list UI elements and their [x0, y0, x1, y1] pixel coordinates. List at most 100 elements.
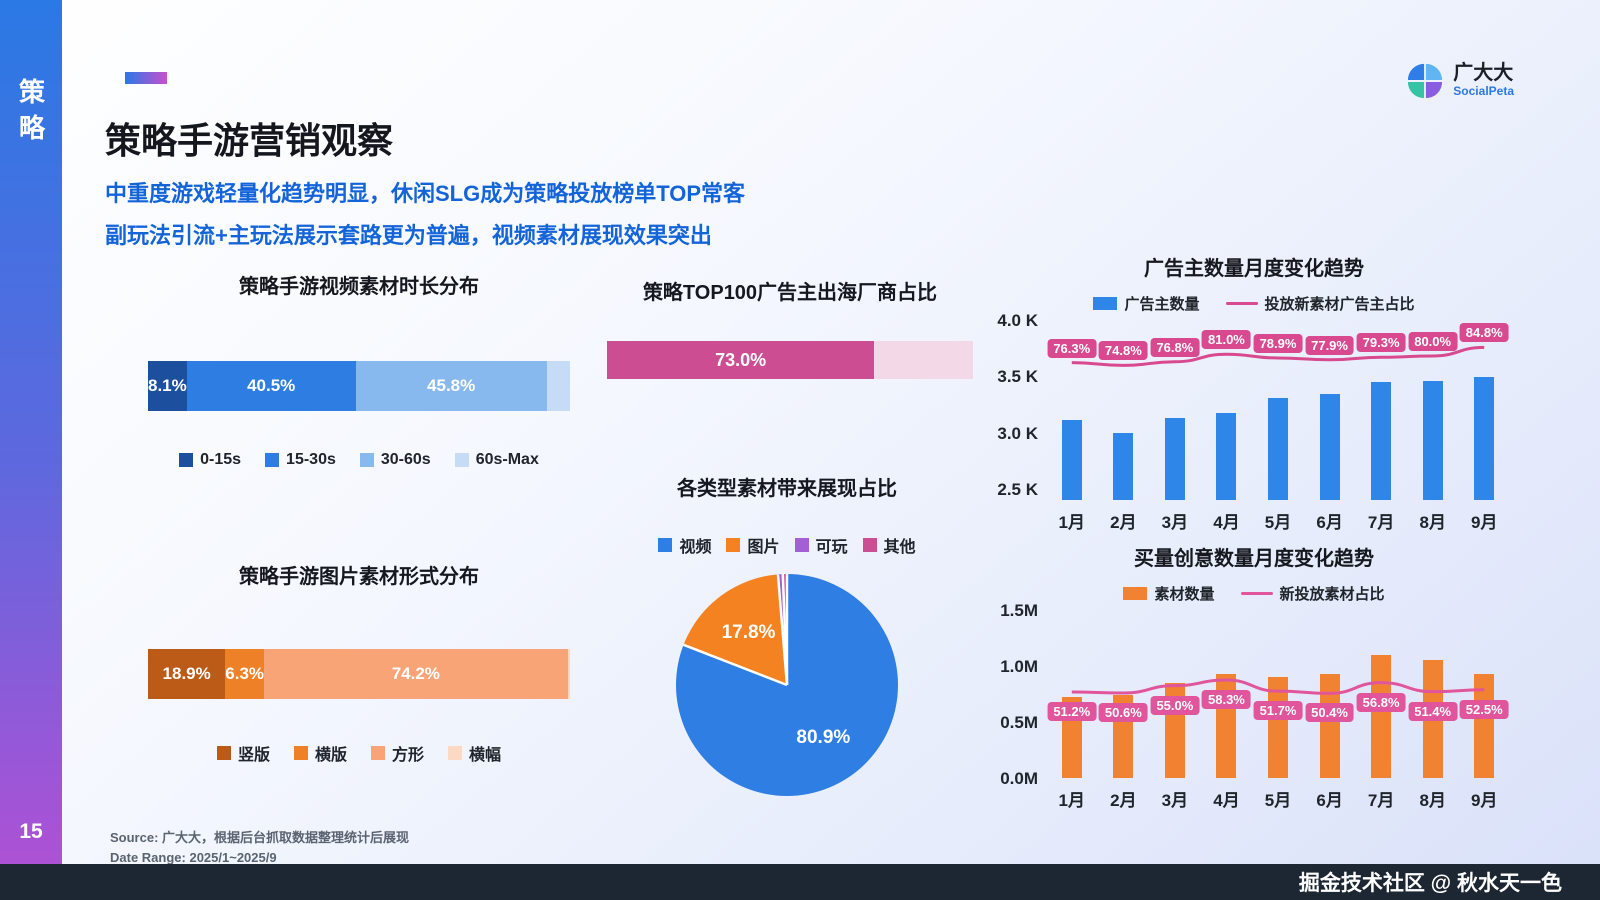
chart-creative-monthly-trend: 买量创意数量月度变化趋势 素材数量 新投放素材占比 1.5M 1.0M 0.5M 0.0…: [998, 542, 1510, 811]
legend-item: 视频: [658, 533, 711, 557]
legend-swatch: [726, 538, 741, 552]
legend-label: 新投放素材占比: [1279, 586, 1385, 603]
legend-label: 广告主数量: [1124, 296, 1200, 313]
legend-item: 竖版: [216, 741, 270, 765]
line-value-badge: 79.3%: [1356, 333, 1406, 353]
brand-name: 广大大: [1453, 62, 1514, 84]
legend-swatch: [454, 453, 469, 467]
line-value-badge: 84.8%: [1459, 323, 1509, 343]
series-bar: [1422, 380, 1443, 500]
bar-segment: 6.3%: [225, 649, 265, 699]
series-bar: [1113, 432, 1134, 500]
line-value-badge: 76.3%: [1047, 338, 1097, 358]
socialpeta-logo-icon: [1408, 63, 1443, 99]
legend-item: 图片: [726, 533, 780, 557]
legend-item: 可玩: [794, 533, 848, 557]
legend-label: 横版: [314, 747, 347, 764]
stacked-bar-track: 18.9% 6.3% 74.2%: [148, 649, 570, 699]
legend-label: 15-30s: [286, 451, 336, 468]
bar-segment: [546, 361, 570, 411]
trend-line: [1071, 345, 1485, 367]
plot-area: 4.0 K 3.5 K 3.0 K 2.5 K 76.3% 74.8% 76.8% 81.0…: [997, 311, 1510, 500]
line-value-badge: 55.0%: [1150, 695, 1200, 715]
page-number: 15: [19, 820, 43, 843]
title-accent-bar: [125, 72, 167, 84]
legend-label: 投放新素材广告主占比: [1264, 296, 1415, 313]
watermark-text: 掘金技术社区 @ 秋水天一色: [1298, 872, 1562, 895]
bar-segment-label: 40.5%: [247, 376, 296, 395]
chart-title: 买量创意数量月度变化趋势: [1134, 548, 1374, 570]
chart-legend: 竖版 横版 方形 横幅: [148, 741, 570, 765]
chart-title: 策略手游视频素材时长分布: [239, 276, 479, 298]
sidebar-section-label: 策略: [15, 78, 46, 150]
legend-item: 60s-Max: [454, 451, 539, 469]
y-axis-tick: 3.0 K: [997, 423, 1038, 443]
line-value-badge: 76.8%: [1150, 337, 1200, 357]
brand-text: 广大大 SocialPeta: [1453, 62, 1514, 98]
legend-item-bar: 素材数量: [1123, 583, 1215, 604]
trend-line: [1071, 678, 1485, 695]
month-label: 1月: [1058, 513, 1086, 532]
legend-item: 方形: [371, 741, 424, 765]
month-label: 4月: [1213, 791, 1240, 810]
watermark-bar: 掘金技术社区 @ 秋水天一色: [0, 864, 1600, 900]
series-bar: [1164, 417, 1185, 500]
line-value-badge: 51.7%: [1253, 701, 1303, 721]
legend-item: 15-30s: [265, 451, 336, 469]
series-bar: [1216, 413, 1237, 500]
legend-item-line: 新投放素材占比: [1240, 583, 1385, 604]
month-label: 7月: [1367, 513, 1395, 532]
legend-swatch: [265, 453, 280, 467]
pie-separators: [683, 574, 789, 687]
line-value-badge: 51.4%: [1408, 701, 1458, 721]
month-label: 8月: [1419, 513, 1446, 532]
chart-image-format: 策略手游图片素材形式分布 18.9% 6.3% 74.2% 竖版 横版 方形 横幅: [148, 560, 570, 765]
series-bar: [1474, 377, 1495, 500]
bar-segment-label: 73.0%: [715, 349, 767, 370]
legend-item: 其他: [862, 533, 916, 557]
line-value-badge: 74.8%: [1098, 341, 1148, 361]
chart-legend: 素材数量 新投放素材占比: [998, 583, 1510, 604]
subtitle-line-1: 中重度游戏轻量化趋势明显，休闲SLG成为策略投放榜单TOP常客: [105, 181, 746, 206]
subtitle-line-2: 副玩法引流+主玩法展示套路更为普遍，视频素材展现效果突出: [105, 223, 712, 248]
legend-swatch: [658, 538, 673, 552]
line-value-badge: 51.2%: [1047, 701, 1097, 721]
legend-label: 0-15s: [200, 451, 242, 468]
y-axis-tick: 1.5M: [1000, 601, 1038, 620]
sidebar: 策略 15: [0, 0, 62, 900]
month-label: 9月: [1471, 791, 1498, 810]
legend-swatch: [179, 453, 194, 467]
chart-title: 策略TOP100广告主出海厂商占比: [642, 282, 938, 304]
line-value-badge: 80.0%: [1408, 332, 1458, 351]
legend-label: 图片: [747, 539, 780, 556]
month-label: 4月: [1213, 513, 1240, 532]
y-axis-tick: 3.5 K: [997, 367, 1038, 387]
month-label: 3月: [1161, 513, 1189, 532]
legend-line-swatch: [1225, 302, 1258, 305]
stacked-bar-track: 8.1% 40.5% 45.8%: [148, 361, 570, 411]
legend-swatch: [794, 538, 809, 552]
legend-label: 可玩: [815, 539, 848, 556]
bar-segment-label: 8.1%: [148, 376, 187, 395]
month-label: 2月: [1110, 513, 1137, 532]
legend-label: 横幅: [469, 747, 502, 764]
legend-item: 横幅: [448, 741, 501, 765]
chart-material-type-pie: 各类型素材带来展现占比 视频 图片 可玩 其他 80.9% 17.8%: [654, 472, 920, 812]
source-line: Source: 广大大，根据后台抓取数据整理统计后展现: [110, 830, 410, 845]
x-axis: 1月 2月 3月 4月 5月 6月 7月 8月 9月: [1046, 786, 1510, 811]
pie-chart: 80.9% 17.8%: [676, 574, 898, 796]
month-label: 8月: [1419, 791, 1446, 810]
line-value-badge: 78.9%: [1253, 333, 1303, 353]
brand-logo: 广大大 SocialPeta: [1406, 62, 1514, 100]
x-axis: 1月 2月 3月 4月 5月 6月 7月 8月 9月: [1046, 508, 1510, 533]
chart-legend: 广告主数量 投放新素材广告主占比: [998, 293, 1510, 314]
bar-segment-label: 18.9%: [162, 664, 211, 683]
series-bar: [1061, 420, 1082, 500]
line-value-badge: 58.3%: [1202, 690, 1251, 710]
legend-swatch: [359, 453, 374, 467]
legend-swatch: [293, 746, 308, 760]
chart-legend: 视频 图片 可玩 其他: [654, 533, 920, 557]
chart-video-duration: 策略手游视频素材时长分布 8.1% 40.5% 45.8% 0-15s 15-30s 3…: [148, 270, 570, 469]
month-label: 1月: [1058, 791, 1086, 810]
